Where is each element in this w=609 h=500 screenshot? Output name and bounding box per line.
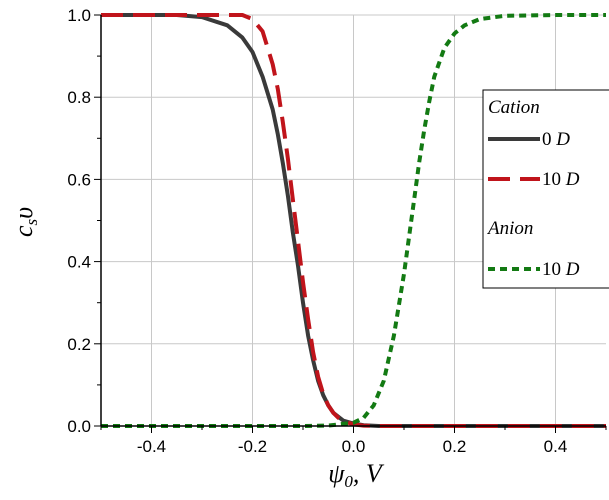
y-tick-label: 1.0 bbox=[67, 6, 91, 25]
y-axis-label-sub: s bbox=[22, 219, 41, 226]
x-axis-label-main: ψ bbox=[328, 459, 345, 488]
legend-entry-label-1: 10 D bbox=[542, 169, 580, 190]
y-tick-label: 0.0 bbox=[67, 417, 91, 436]
ticks bbox=[94, 14, 607, 433]
y-axis-label-main: c bbox=[9, 225, 38, 237]
x-axis-label-sub: 0 bbox=[344, 472, 353, 491]
legend-entry-value: 10 bbox=[542, 169, 566, 190]
legend-entry-unit: D bbox=[555, 129, 570, 150]
legend-entry-label-0: 0 D bbox=[542, 129, 570, 150]
legend-entry-value: 10 bbox=[542, 259, 566, 280]
legend-box bbox=[482, 89, 609, 289]
y-axis-label: csυ bbox=[9, 207, 41, 237]
x-tick-label: 0.2 bbox=[443, 437, 467, 456]
x-tick-label: -0.2 bbox=[238, 437, 267, 456]
legend-entry-unit: D bbox=[565, 259, 580, 280]
legend-entry-label-2: 10 D bbox=[542, 259, 580, 280]
series-line-anion-2 bbox=[101, 13, 606, 428]
legend-entry-value: 0 bbox=[542, 129, 556, 150]
y-tick-label: 0.8 bbox=[67, 88, 91, 107]
x-axis-label: ψ0, V bbox=[328, 459, 385, 491]
y-tick-label: 0.4 bbox=[67, 253, 91, 272]
y-tick-label: 0.2 bbox=[67, 335, 91, 354]
y-tick-label: 0.6 bbox=[67, 170, 91, 189]
x-axis-label-rest: , V bbox=[353, 459, 385, 488]
x-tick-label: 0.4 bbox=[544, 437, 568, 456]
x-tick-label: 0.0 bbox=[342, 437, 366, 456]
x-tick-label: -0.4 bbox=[137, 437, 166, 456]
legend-group-title-cation: Cation bbox=[488, 97, 540, 118]
legend-entry-unit: D bbox=[565, 169, 580, 190]
legend-group-title-anion: Anion bbox=[486, 218, 533, 239]
tick-labels: -0.4 -0.2 0.0 0.2 0.4 0.0 0.2 0.4 0.6 0.8 1.0 bbox=[67, 6, 567, 456]
y-axis-label-rest: υ bbox=[9, 207, 38, 219]
